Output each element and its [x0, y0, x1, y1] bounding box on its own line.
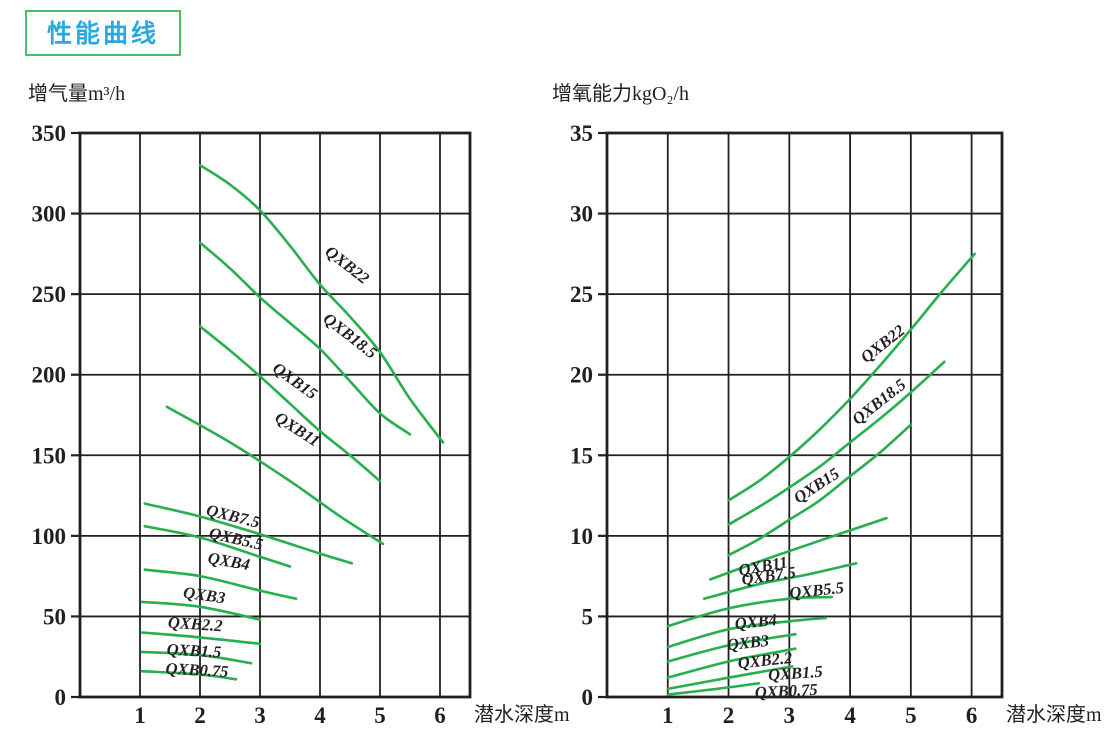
- curve-QXB15: [727, 423, 913, 557]
- curve-QXB15: [198, 325, 382, 483]
- curve-QXB3: [666, 632, 797, 663]
- y-tick-label: 0: [582, 685, 594, 710]
- curve-QXB22: [198, 163, 445, 444]
- page-title-badge: 性能曲线: [25, 10, 182, 56]
- curve-QXB4: [143, 568, 298, 600]
- x-tick-label: 5: [905, 703, 917, 728]
- plot-border: [605, 131, 1004, 699]
- curve-QXB2.2: [140, 631, 262, 646]
- curve-QXB5.5: [666, 595, 834, 628]
- y-tick-label: 0: [55, 685, 67, 710]
- y-axis-title: 增气量m³/h: [28, 82, 125, 105]
- plot-border: [78, 131, 472, 699]
- x-axis-label: 潜水深度m: [1006, 703, 1102, 726]
- x-tick-label: 3: [254, 703, 266, 728]
- y-tick-label: 350: [32, 121, 67, 146]
- curve-QXB7.5: [702, 562, 858, 600]
- curve-QXB4: [666, 616, 828, 649]
- curve-QXB1.5: [140, 650, 253, 665]
- curve-label-QXB1.5: QXB1.5: [767, 662, 823, 685]
- curve-QXB0.75: [666, 682, 761, 696]
- curve-QXB1.5: [666, 665, 794, 691]
- y-tick-label: 15: [570, 443, 593, 468]
- x-tick-label: 6: [966, 703, 978, 728]
- page-title: 性能曲线: [47, 20, 160, 48]
- curve-QXB22: [727, 252, 976, 502]
- x-tick-label: 3: [784, 703, 796, 728]
- curve-QXB2.2: [666, 647, 797, 679]
- curve-QXB18.5: [198, 241, 412, 436]
- x-tick-label: 2: [723, 703, 735, 728]
- x-tick-label: 6: [434, 703, 446, 728]
- y-tick-label: 20: [570, 363, 593, 388]
- curve-label-QXB5.5: QXB5.5: [788, 578, 844, 603]
- y-tick-label: 50: [43, 604, 66, 629]
- curve-QXB5.5: [143, 524, 292, 568]
- x-axis-label: 潜水深度m: [474, 703, 570, 726]
- curve-QXB3: [140, 600, 262, 621]
- y-tick-label: 200: [32, 363, 67, 388]
- curve-label-QXB1.5: QXB1.5: [166, 640, 221, 662]
- y-tick-label: 30: [570, 202, 593, 227]
- x-tick-label: 1: [662, 703, 674, 728]
- curve-label-QXB0.75: QXB0.75: [754, 680, 818, 702]
- curve-label-QXB0.75: QXB0.75: [165, 659, 229, 681]
- x-tick-label: 2: [194, 703, 206, 728]
- curve-label-QXB3: QXB3: [726, 631, 770, 654]
- x-tick-label: 4: [844, 703, 856, 728]
- y-axis-title: 增氧能力kgO₂/h: [552, 82, 689, 105]
- curve-label-QXB15: QXB15: [269, 358, 321, 403]
- curve-label-QXB4: QXB4: [734, 610, 778, 633]
- y-tick-label: 100: [32, 524, 67, 549]
- curve-label-QXB3: QXB3: [182, 583, 226, 608]
- curve-QXB11: [709, 516, 888, 581]
- x-tick-label: 4: [314, 703, 326, 728]
- y-tick-label: 5: [582, 604, 594, 629]
- y-tick-label: 300: [32, 202, 67, 227]
- y-tick-label: 150: [32, 443, 67, 468]
- y-tick-label: 25: [570, 282, 593, 307]
- curve-QXB18.5: [727, 360, 946, 526]
- curve-QXB7.5: [143, 502, 354, 565]
- y-tick-label: 10: [570, 524, 593, 549]
- curve-label-QXB22: QXB22: [322, 242, 373, 288]
- curve-QXB11: [165, 405, 385, 546]
- curve-label-QXB11: QXB11: [272, 408, 324, 451]
- curve-label-QXB2.2: QXB2.2: [167, 613, 223, 636]
- x-tick-label: 5: [374, 703, 386, 728]
- curve-QXB0.75: [140, 669, 238, 681]
- x-tick-label: 1: [134, 703, 146, 728]
- y-tick-label: 35: [570, 121, 593, 146]
- chart-air-volume: 0 50 100 150 200 250 300 350 1 2 3 4 5 6 增气量m³/h 潜水深度m Q…: [28, 82, 570, 728]
- y-tick-label: 250: [32, 282, 67, 307]
